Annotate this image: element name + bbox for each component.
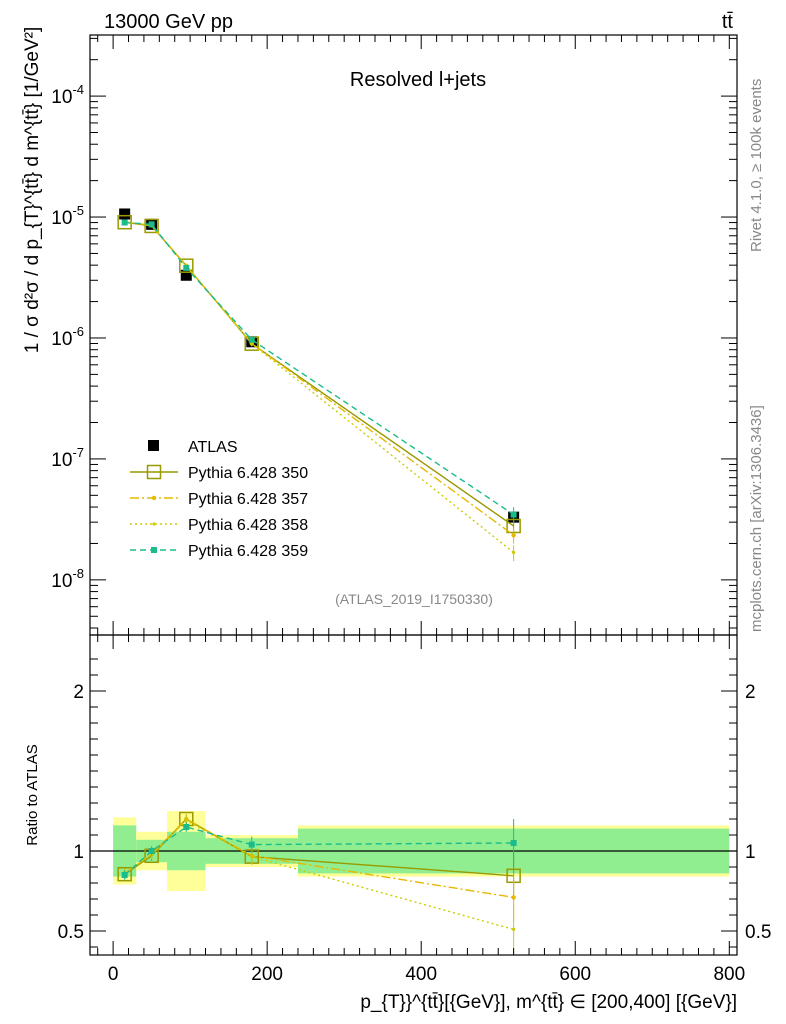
ratio-marker-3 [148, 848, 155, 854]
ratio-panel [90, 811, 737, 954]
legend-label-3: Pythia 6.428 359 [188, 543, 308, 560]
x-tick-label: 0 [108, 964, 119, 985]
legend-label-1: Pythia 6.428 357 [188, 491, 308, 508]
series-marker-1 [511, 532, 516, 538]
ratio-tick-label-right: 2 [745, 682, 756, 703]
legend-label-2: Pythia 6.428 358 [188, 517, 308, 534]
y-tick-label-main: 10-4 [51, 82, 84, 108]
legend-marker-1 [151, 495, 157, 501]
y-tick-label-main: 10-8 [51, 566, 84, 592]
series-line-3 [124, 221, 515, 516]
y-axis-label-main: 1 / σ d²σ / d p_{T}^{tt̄} d m^{tt̄} [1/G… [22, 27, 43, 353]
header-left: 13000 GeV pp [104, 11, 233, 33]
series-marker-3 [183, 264, 190, 271]
legend-marker-3 [151, 547, 157, 553]
x-tick-label: 800 [713, 964, 745, 985]
legend-marker-2 [152, 522, 156, 526]
ratio-marker-0 [117, 866, 132, 882]
series-marker-2 [250, 342, 254, 346]
atlas-data-point [119, 208, 131, 220]
ratio-marker-3 [510, 840, 517, 846]
ratio-marker-3 [121, 872, 128, 878]
series-line-0 [124, 221, 515, 527]
x-tick-label: 600 [559, 964, 591, 985]
axes: 0 200 400 600 800 10-4 10-5 10-6 10-7 10-8 2 2 1 1 0.5… [51, 35, 771, 985]
ratio-marker-3 [248, 841, 255, 848]
series-marker-3 [248, 336, 255, 343]
ratio-tick-label-left: 1 [73, 842, 84, 863]
ratio-marker-3 [183, 824, 190, 830]
x-tick-label: 200 [251, 964, 283, 985]
ratio-line-1 [124, 818, 514, 899]
ratio-tick-label-left: 0.5 [58, 922, 84, 943]
legend-marker-0 [146, 464, 162, 480]
series-marker-2 [512, 550, 516, 555]
series-marker-0 [179, 258, 194, 273]
atlas-data-point [180, 269, 192, 281]
series-marker-3 [148, 221, 155, 228]
ratio-frame [89, 634, 738, 956]
ratio-tick-label-right: 0.5 [745, 922, 771, 943]
ratio-marker-2 [512, 927, 516, 932]
main-panel [117, 208, 521, 562]
series-marker-0 [144, 218, 159, 234]
analysis-id: (ATLAS_2019_I1750330) [335, 591, 493, 607]
legend-label-0: Pythia 6.428 350 [188, 465, 308, 482]
ratio-marker-2 [184, 819, 188, 823]
ratio-marker-1 [511, 895, 516, 900]
series-marker-3 [121, 219, 128, 226]
legend-marker-atlas [148, 440, 159, 451]
ratio-line-3 [124, 826, 514, 876]
series-line-1 [124, 221, 515, 536]
legend: ATLAS Pythia 6.428 350 Pythia 6.428 357 Pyt… [130, 439, 308, 560]
series-marker-3 [510, 511, 517, 518]
ratio-tick-label-right: 1 [745, 842, 756, 863]
rivet-label: Rivet 4.1.0, ≥ 100k events [748, 79, 765, 252]
y-tick-label-main: 10-5 [51, 203, 84, 229]
ratio-tick-label-left: 2 [73, 682, 84, 703]
y-axis-label-ratio: Ratio to ATLAS [24, 744, 41, 845]
ratio-marker-2 [250, 855, 254, 859]
y-tick-label-main: 10-7 [51, 445, 84, 471]
mcplots-label: mcplots.cern.ch [arXiv:1306.3436] [748, 405, 765, 632]
y-tick-label-main: 10-6 [51, 324, 84, 350]
legend-label-atlas: ATLAS [188, 439, 238, 456]
header-right: tt̄ [722, 11, 734, 33]
x-axis-label: p_{T}}^{tt̄}[{GeV}], m^{tt̄} ∈ [200,400]… [360, 992, 737, 1013]
x-tick-label: 400 [405, 964, 437, 985]
chart-title: Resolved l+jets [350, 69, 486, 91]
